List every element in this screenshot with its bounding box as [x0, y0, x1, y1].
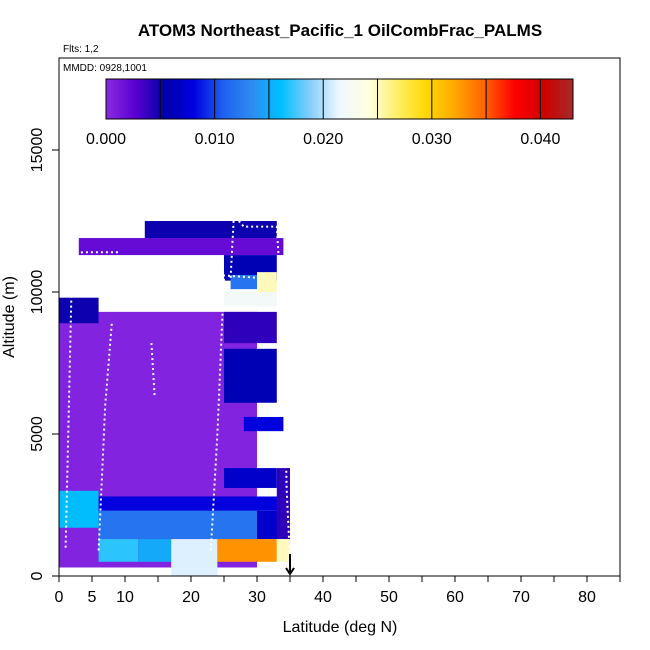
x-tick-label: 60 — [446, 589, 464, 606]
heatmap-cell — [59, 297, 99, 324]
x-tick-label: 5 — [88, 589, 97, 606]
flight-track — [229, 212, 291, 560]
colorbar-tick-label: 0.030 — [412, 131, 452, 148]
colorbar-tick-label: 0.000 — [86, 131, 126, 148]
heatmap-cell — [276, 539, 290, 562]
y-axis-label: Altitude (m) — [1, 276, 18, 358]
dates-subtitle: MMDD: 0928,1001 — [63, 63, 147, 74]
x-tick-label: 80 — [578, 589, 596, 606]
x-axis-label: Latitude (deg N) — [283, 619, 398, 636]
heatmap-cell — [224, 292, 277, 307]
heatmap-cell — [276, 468, 290, 540]
heatmap-cell — [98, 510, 257, 540]
flight-track — [209, 277, 225, 551]
heatmap-cell — [144, 221, 277, 239]
x-tick-label: 0 — [55, 589, 64, 606]
heatmap-cell — [138, 539, 172, 562]
x-tick-label: 20 — [182, 589, 200, 606]
y-tick-label: 10000 — [29, 270, 46, 315]
colorbar-tick-label: 0.020 — [303, 131, 343, 148]
flight-track — [97, 323, 113, 551]
heatmap-cell — [78, 238, 284, 256]
heatmap-cell — [224, 348, 277, 403]
heatmap-cell — [243, 416, 284, 432]
heatmap-cell — [224, 311, 277, 344]
colorbar: 0.000 0.010 0.020 0.030 0.040 — [86, 78, 574, 148]
flight-track — [117, 257, 126, 298]
heatmap-cell — [217, 539, 277, 562]
heatmap-cell — [59, 490, 99, 528]
heatmap-cell — [98, 539, 139, 562]
x-tick-label: 40 — [314, 589, 332, 606]
x-tick-label: 50 — [380, 589, 398, 606]
heatmap-cells — [59, 221, 290, 576]
flight-track — [138, 268, 258, 279]
flight-tracks — [64, 212, 295, 576]
arrow-head — [285, 567, 295, 576]
plot-frame — [58, 57, 621, 577]
heatmap-cell — [224, 468, 277, 488]
heatmap-cell — [98, 496, 290, 511]
flights-subtitle: Flts: 1,2 — [63, 44, 99, 55]
chart-title: ATOM3 Northeast_Pacific_1 OilCombFrac_PA… — [138, 21, 542, 40]
heatmap-cell — [230, 274, 257, 290]
x-tick-label: 70 — [512, 589, 530, 606]
heatmap-cell — [171, 539, 218, 576]
x-tick-label: 30 — [248, 589, 266, 606]
y-tick-label: 5000 — [29, 416, 46, 452]
colorbar-tick-label: 0.010 — [195, 131, 235, 148]
colorbar-tick-label: 0.040 — [520, 131, 560, 148]
y-tick-label: 15000 — [29, 128, 46, 173]
y-tick-label: 0 — [29, 571, 46, 580]
colorbar-gradient — [105, 78, 574, 120]
x-tick-label: 10 — [116, 589, 134, 606]
flight-track — [150, 343, 156, 398]
heatmap-cell — [257, 272, 277, 292]
